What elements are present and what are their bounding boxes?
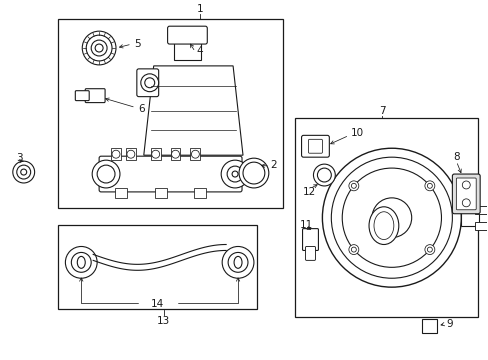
Bar [194,188,206,198]
FancyBboxPatch shape [137,69,158,96]
Circle shape [348,181,358,191]
Circle shape [71,252,91,272]
FancyBboxPatch shape [85,89,105,103]
Text: 4: 4 [196,46,203,56]
Circle shape [141,74,158,92]
Circle shape [144,78,154,88]
Text: 5: 5 [134,39,140,49]
Text: 11: 11 [299,220,312,230]
Circle shape [331,157,451,278]
Text: 12: 12 [302,187,315,197]
FancyBboxPatch shape [99,156,242,192]
Circle shape [461,199,469,207]
Text: 10: 10 [350,129,364,138]
Text: 13: 13 [157,316,170,326]
Circle shape [13,161,35,183]
FancyBboxPatch shape [75,91,89,100]
Circle shape [424,181,434,191]
Bar [154,188,166,198]
Circle shape [243,162,264,184]
Circle shape [92,160,120,188]
Circle shape [221,160,248,188]
Polygon shape [143,66,243,155]
Bar [111,148,121,160]
Bar [59,19,282,208]
Bar [421,319,437,333]
Bar [474,206,486,214]
Circle shape [342,168,441,267]
FancyBboxPatch shape [301,135,328,157]
Circle shape [239,158,268,188]
Bar [170,148,180,160]
Circle shape [232,171,238,177]
Circle shape [222,247,253,278]
Circle shape [351,183,356,188]
Circle shape [424,245,434,255]
Circle shape [427,183,431,188]
Ellipse shape [368,207,398,244]
FancyBboxPatch shape [308,139,322,153]
Text: 8: 8 [452,152,459,162]
Circle shape [322,148,460,287]
Text: 14: 14 [151,299,164,309]
Circle shape [228,252,247,272]
Circle shape [351,247,356,252]
Text: 1: 1 [197,4,203,14]
Text: 2: 2 [269,160,276,170]
Bar [173,38,201,60]
Circle shape [112,150,120,158]
Circle shape [86,35,112,61]
Text: 9: 9 [446,319,452,329]
Ellipse shape [234,256,242,268]
Circle shape [97,165,115,183]
FancyBboxPatch shape [451,174,479,214]
Circle shape [65,247,97,278]
Circle shape [427,247,431,252]
Circle shape [371,198,411,238]
Text: 6: 6 [138,104,144,113]
FancyBboxPatch shape [167,26,207,44]
Circle shape [171,150,179,158]
Bar [115,188,127,198]
Circle shape [95,44,103,52]
Circle shape [151,150,160,158]
Ellipse shape [373,212,393,239]
Ellipse shape [77,256,85,268]
Circle shape [461,181,469,189]
Circle shape [17,165,31,179]
Circle shape [313,164,335,186]
Circle shape [91,40,107,56]
FancyBboxPatch shape [455,178,475,210]
Circle shape [82,31,116,65]
FancyBboxPatch shape [305,247,315,260]
Circle shape [20,169,27,175]
Circle shape [317,168,331,182]
Circle shape [348,245,358,255]
Text: 7: 7 [378,105,385,116]
Circle shape [226,166,243,182]
Bar [294,118,477,317]
Bar [150,148,161,160]
Bar [126,148,136,160]
Bar [474,222,486,230]
Bar [190,148,200,160]
Circle shape [191,150,199,158]
Circle shape [127,150,135,158]
Text: 3: 3 [17,153,23,163]
Bar [59,225,256,309]
FancyBboxPatch shape [302,229,318,251]
Bar [460,210,478,226]
